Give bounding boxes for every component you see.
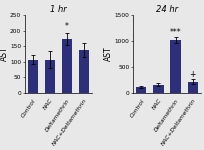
Text: *: * [65, 22, 69, 31]
Y-axis label: AST: AST [104, 47, 113, 61]
Bar [45, 60, 55, 93]
Y-axis label: AST: AST [0, 47, 8, 61]
Bar [62, 39, 72, 93]
Bar [79, 50, 89, 93]
Bar [187, 82, 197, 93]
Text: +: + [188, 70, 195, 79]
Bar [28, 60, 38, 93]
Bar [153, 85, 163, 93]
Title: 24 hr: 24 hr [155, 5, 177, 14]
Text: ***: *** [169, 28, 181, 37]
Bar [170, 40, 180, 93]
Bar [135, 87, 146, 93]
Title: 1 hr: 1 hr [50, 5, 67, 14]
